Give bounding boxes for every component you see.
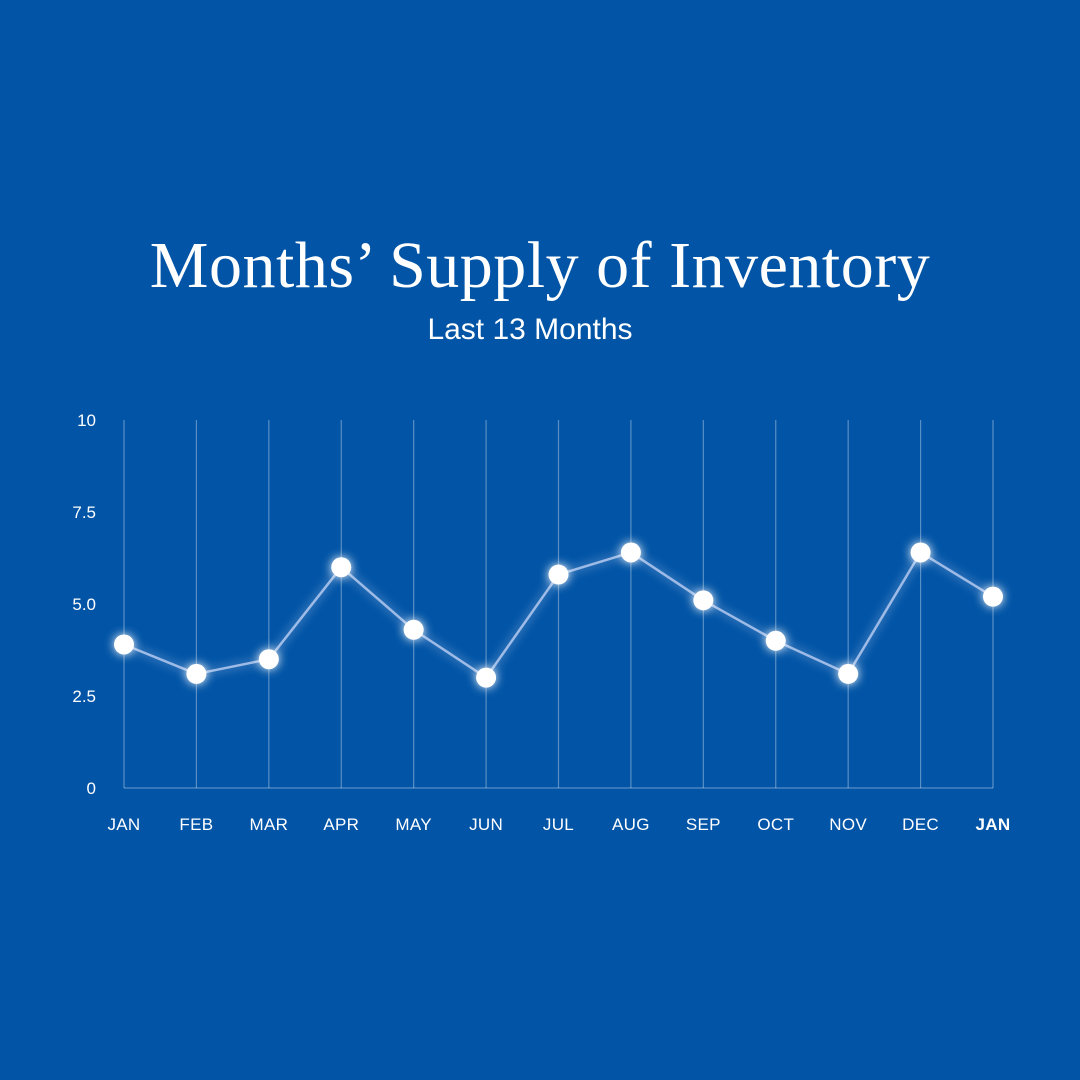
y-axis-ticks: 0 2.5 5.0 7.5 10 [72,411,96,798]
y-tick-label: 7.5 [72,503,96,522]
y-tick-label: 5.0 [72,595,96,614]
y-tick-label: 0 [87,779,96,798]
data-point-feb-1 [186,663,207,684]
data-point-jun-5 [476,667,497,688]
x-tick-label: JUL [543,815,574,834]
chart-subtitle: Last 13 Months [427,313,633,346]
y-tick-label: 2.5 [72,687,96,706]
x-tick-label: MAR [249,815,288,834]
data-point-may-4 [403,619,424,640]
x-tick-label: MAY [395,815,431,834]
grid-lines [123,420,994,789]
data-point-oct-9 [765,630,786,651]
x-tick-label: DEC [902,815,939,834]
data-point-aug-7 [620,542,641,563]
x-tick-label: SEP [686,815,721,834]
data-point-sep-8 [693,590,714,611]
data-point-jul-6 [548,564,569,585]
x-axis-ticks: JAN FEB MAR APR MAY JUN JUL AUG SEP OCT NOV DEC JAN [107,815,1010,834]
x-tick-label: OCT [757,815,794,834]
x-tick-label: JUN [469,815,503,834]
data-point-jan-0 [114,634,134,655]
x-tick-label: AUG [612,815,650,834]
data-point-mar-2 [258,649,279,670]
x-tick-label: NOV [829,815,867,834]
data-points [114,542,1003,688]
data-point-jan-12 [983,586,1003,607]
y-tick-label: 10 [77,411,96,430]
x-tick-label: APR [323,815,359,834]
x-tick-label: JAN [107,815,140,834]
data-point-apr-3 [331,557,352,578]
chart-title: Months’ Supply of Inventory [149,229,931,302]
data-point-nov-10 [838,663,859,684]
data-point-dec-11 [910,542,931,563]
x-tick-label: JAN [976,815,1011,834]
x-tick-label: FEB [179,815,213,834]
